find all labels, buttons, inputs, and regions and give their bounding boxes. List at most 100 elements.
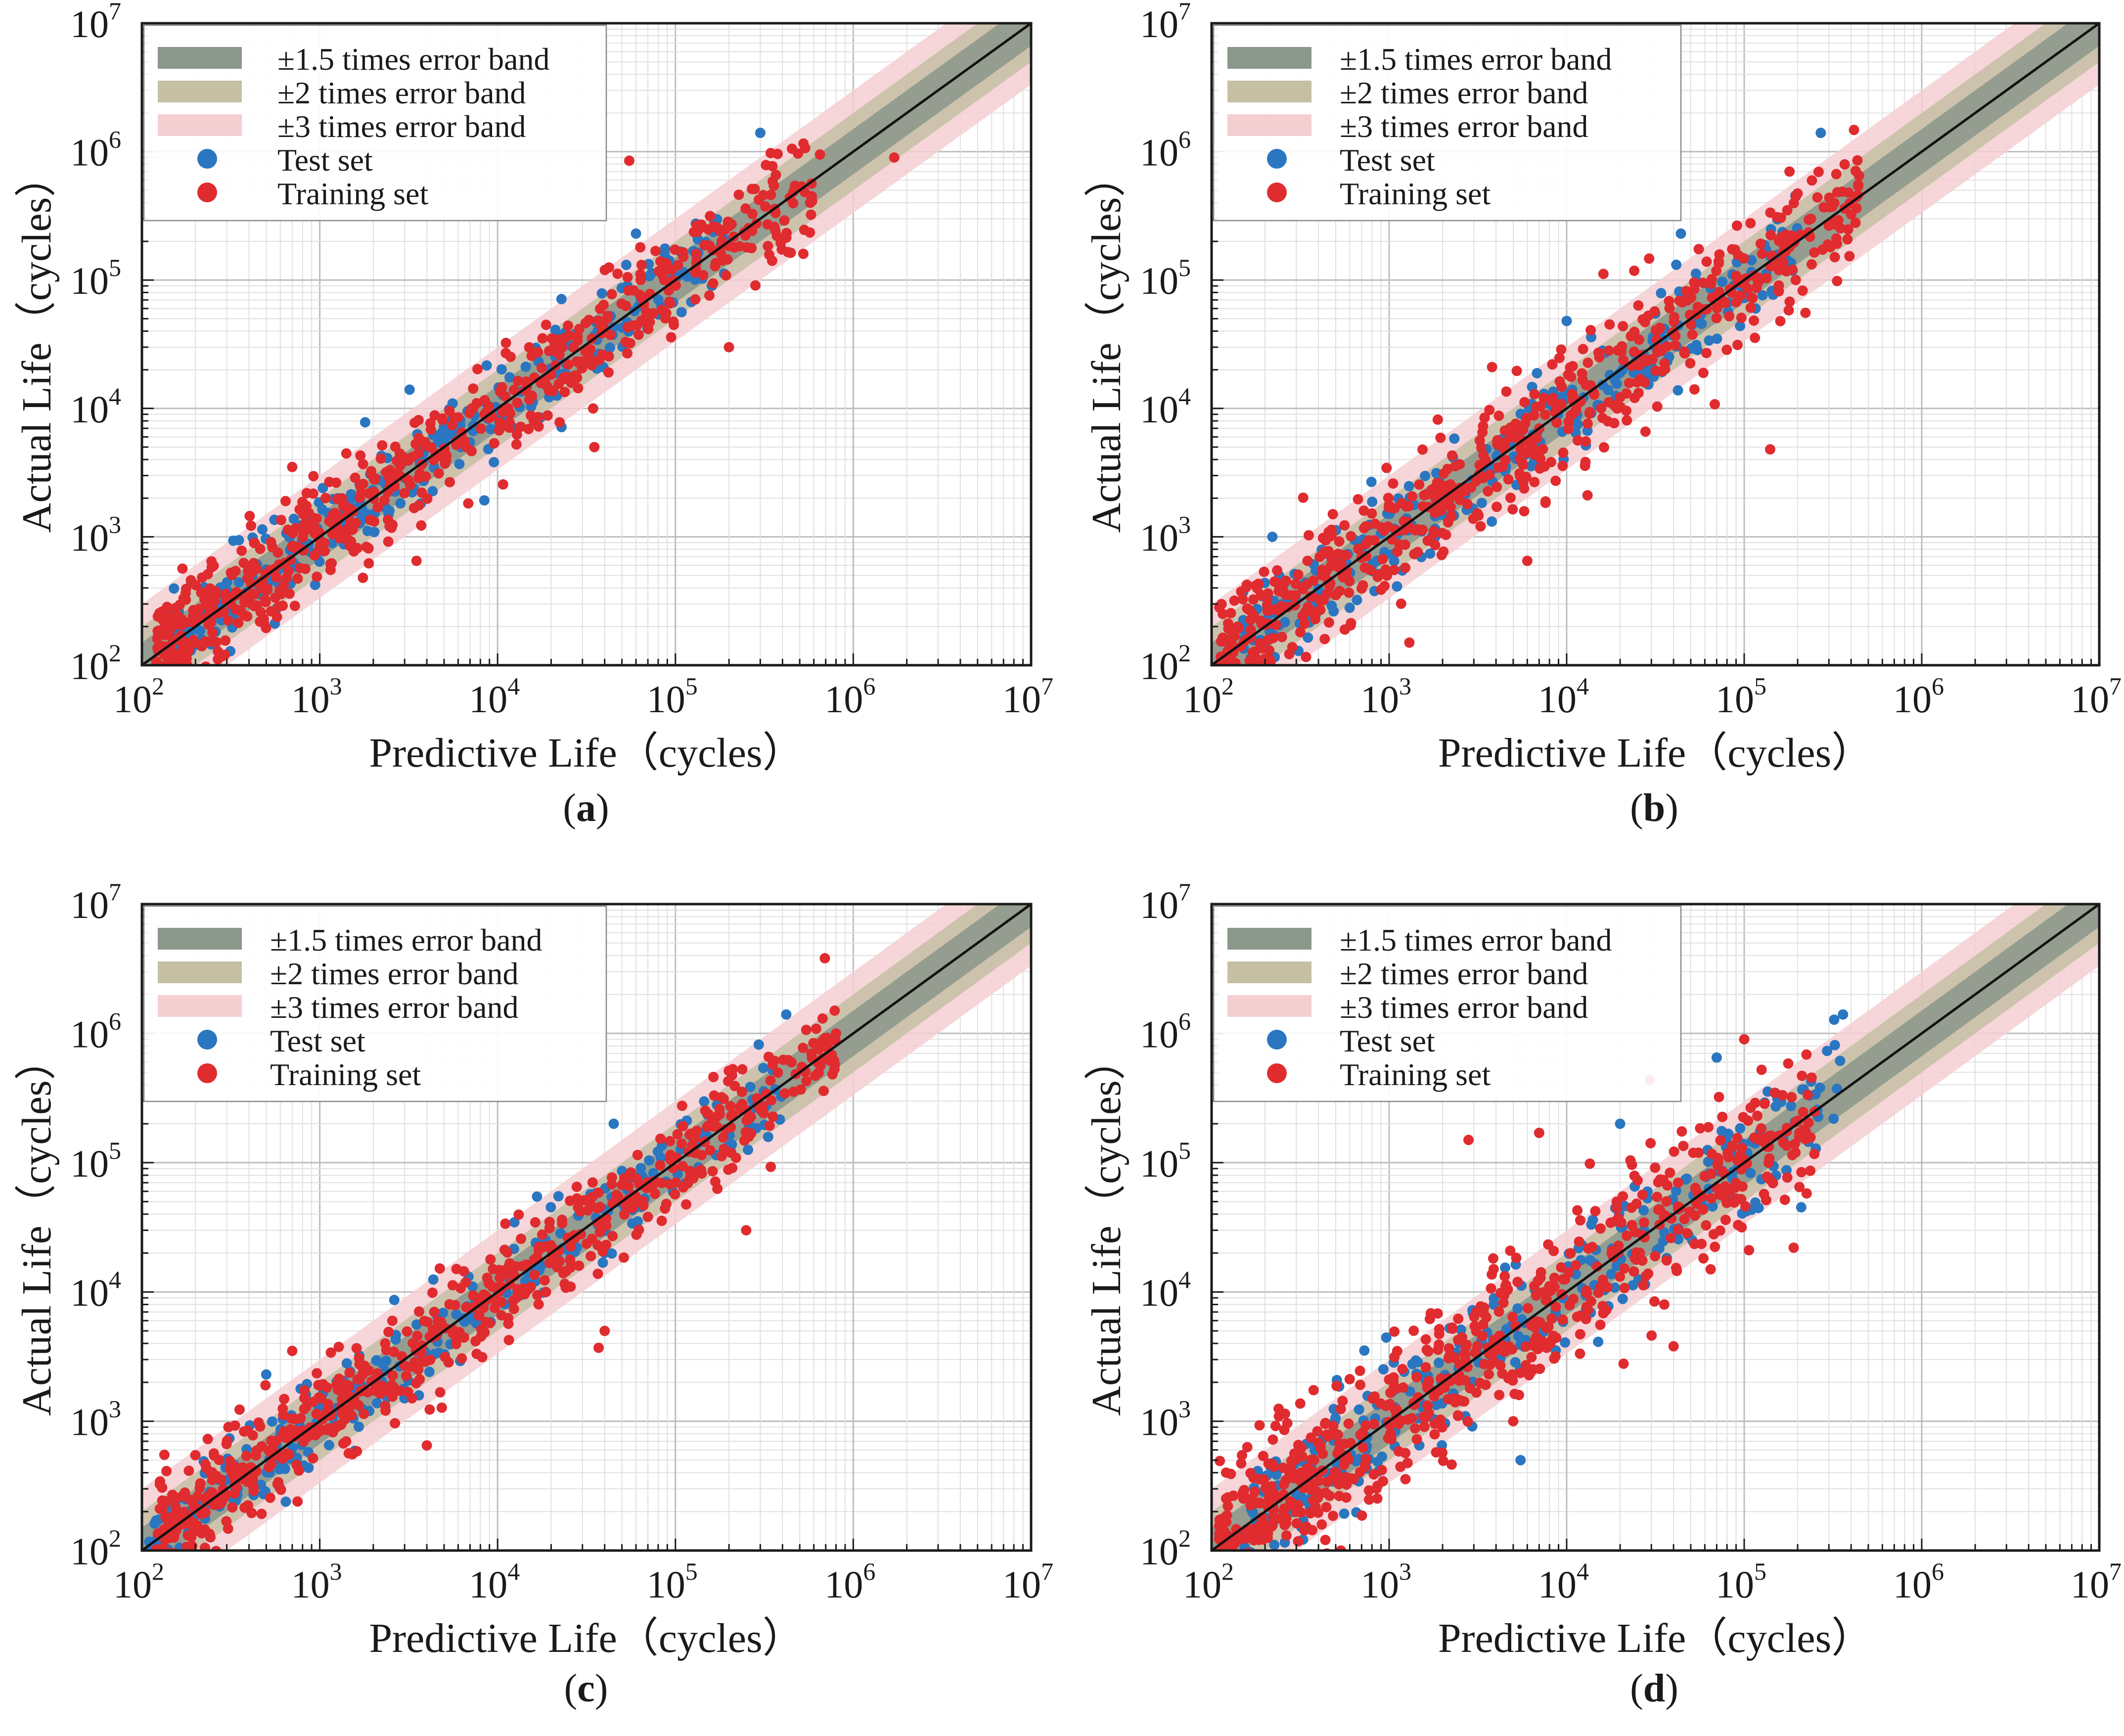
data-point: [1236, 1534, 1247, 1545]
data-point: [200, 636, 211, 647]
data-point: [1242, 1595, 1253, 1605]
data-point: [1693, 244, 1704, 255]
data-point: [1829, 1040, 1840, 1051]
data-point: [219, 1492, 230, 1503]
legend-swatch-band: [1227, 81, 1311, 102]
data-point: [1491, 482, 1502, 493]
data-point: [456, 1353, 467, 1364]
data-point: [594, 1227, 605, 1237]
data-point: [542, 410, 553, 421]
data-point: [622, 321, 633, 332]
data-point: [233, 535, 244, 546]
data-point: [1259, 566, 1269, 577]
data-point: [508, 1303, 519, 1314]
data-point: [1360, 539, 1371, 549]
data-point: [1621, 388, 1632, 399]
legend-entry-label: ±3 times error band: [270, 990, 519, 1025]
data-point: [604, 342, 615, 353]
data-point: [1316, 1519, 1327, 1530]
data-point: [181, 653, 192, 664]
data-point: [1360, 1459, 1371, 1469]
data-point: [1794, 1127, 1805, 1138]
y-tick-base: 10: [70, 516, 109, 559]
data-point: [767, 161, 778, 172]
data-point: [387, 1315, 398, 1326]
data-point: [407, 1338, 418, 1349]
data-point: [1645, 1138, 1656, 1148]
data-point: [593, 315, 604, 326]
x-tick-exp: 4: [1577, 672, 1589, 700]
data-point: [499, 1244, 510, 1255]
data-point: [1359, 1345, 1370, 1356]
legend-swatch-band: [158, 47, 242, 69]
data-point: [1652, 1191, 1663, 1202]
x-tick-exp: 7: [1041, 1557, 1053, 1585]
y-tick-label: 102: [1140, 639, 1191, 687]
data-point: [532, 1191, 542, 1202]
data-point: [1731, 220, 1742, 231]
data-point: [1402, 1414, 1413, 1425]
data-point: [1306, 1432, 1316, 1443]
data-point: [1423, 1375, 1434, 1386]
outlier-point: [723, 342, 734, 353]
data-point: [1573, 419, 1583, 430]
data-point: [1612, 1203, 1623, 1214]
data-point: [352, 1446, 362, 1457]
data-point: [1229, 595, 1240, 606]
outlier-point: [360, 417, 370, 428]
data-point: [1246, 1573, 1257, 1583]
x-tick-base: 10: [1893, 678, 1932, 721]
y-tick-base: 10: [70, 131, 109, 174]
data-point: [1556, 399, 1567, 410]
legend-entry-label: ±3 times error band: [277, 109, 526, 144]
data-point: [1434, 1324, 1445, 1334]
data-point: [798, 138, 809, 149]
data-point: [1267, 1434, 1278, 1445]
data-point: [1377, 1476, 1388, 1487]
panel-label-letter: d: [1643, 1667, 1666, 1710]
y-tick-label: 102: [70, 639, 121, 687]
data-point: [1720, 1214, 1731, 1225]
data-point: [1578, 344, 1588, 355]
data-point: [718, 1094, 729, 1104]
data-point: [1513, 1330, 1524, 1341]
data-point: [489, 438, 499, 449]
data-point: [274, 1464, 285, 1475]
data-point: [1422, 1401, 1433, 1412]
data-point: [1712, 333, 1722, 344]
data-point: [301, 488, 312, 499]
data-point: [622, 272, 633, 282]
data-point: [171, 1562, 181, 1573]
data-point: [414, 1306, 425, 1317]
panel-label-open: (: [563, 786, 576, 830]
data-point: [1782, 205, 1793, 216]
data-point: [1650, 325, 1661, 336]
data-point: [1291, 1518, 1302, 1529]
data-point: [504, 417, 515, 428]
data-point: [1672, 1266, 1682, 1277]
data-point: [1806, 259, 1817, 270]
data-point: [1396, 598, 1406, 609]
data-point: [1520, 1341, 1531, 1352]
data-point: [253, 1417, 264, 1428]
data-point: [216, 1474, 226, 1485]
data-point: [1717, 276, 1728, 287]
x-tick-base: 10: [1538, 678, 1577, 721]
data-point: [1498, 1297, 1509, 1308]
data-point: [743, 1144, 754, 1155]
data-point: [311, 1409, 322, 1419]
x-tick-label: 107: [1002, 672, 1053, 721]
data-point: [1216, 1529, 1227, 1540]
data-point: [1249, 681, 1260, 691]
data-point: [489, 457, 499, 467]
data-point: [1507, 1375, 1518, 1386]
data-point: [190, 1450, 201, 1461]
outlier-point: [831, 1028, 842, 1039]
data-point: [746, 243, 757, 254]
x-tick-base: 10: [1893, 1563, 1932, 1606]
data-point: [1221, 634, 1232, 645]
data-point: [1761, 273, 1772, 283]
data-point: [1331, 1380, 1342, 1391]
data-point: [292, 1496, 303, 1507]
data-point: [1346, 531, 1356, 542]
